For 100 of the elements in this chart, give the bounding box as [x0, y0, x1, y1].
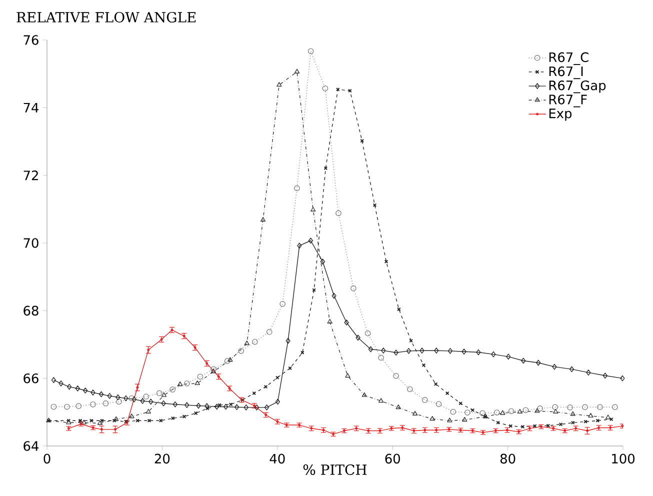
- point: [102, 400, 109, 406]
- point: [238, 348, 244, 354]
- point: [197, 374, 204, 380]
- point: [553, 408, 558, 414]
- point: [224, 404, 228, 410]
- point: [480, 410, 486, 416]
- point: [148, 398, 154, 405]
- point: [266, 329, 272, 335]
- x-tick-label: 80: [500, 454, 516, 464]
- point: [161, 400, 166, 406]
- x-axis-title: % PITCH: [303, 464, 367, 475]
- point: [356, 334, 360, 341]
- point: [204, 403, 210, 410]
- point: [196, 402, 201, 409]
- point: [327, 318, 332, 324]
- point: [534, 408, 540, 413]
- point: [100, 428, 103, 431]
- point: [98, 391, 104, 398]
- point: [322, 85, 328, 92]
- point: [128, 395, 135, 402]
- point: [406, 348, 412, 354]
- point: [184, 402, 190, 408]
- point: [364, 330, 371, 336]
- y-tick-label: 74: [24, 102, 38, 112]
- point: [605, 414, 611, 420]
- point: [140, 398, 145, 404]
- x-tick-label: 20: [154, 454, 170, 464]
- point: [381, 348, 386, 354]
- point: [450, 408, 456, 415]
- point: [194, 380, 200, 386]
- point: [332, 292, 336, 299]
- point: [161, 392, 167, 397]
- point: [146, 408, 151, 414]
- point: [276, 82, 282, 87]
- point: [506, 354, 511, 360]
- point: [170, 416, 175, 420]
- point: [344, 320, 349, 326]
- point: [264, 384, 268, 389]
- point: [114, 416, 119, 421]
- point: [308, 48, 314, 54]
- point: [546, 424, 550, 428]
- point: [156, 390, 162, 396]
- point: [345, 373, 350, 378]
- point: [129, 414, 134, 418]
- chart-title: RELATIVE FLOW ANGLE: [16, 12, 196, 23]
- point: [280, 300, 286, 307]
- point: [378, 354, 384, 361]
- point: [194, 411, 198, 416]
- point: [210, 368, 216, 374]
- point: [422, 397, 428, 403]
- y-tick-label: 64: [24, 441, 38, 451]
- point: [89, 418, 94, 423]
- point: [132, 396, 136, 402]
- point: [67, 384, 72, 390]
- point: [612, 404, 618, 410]
- point: [372, 203, 377, 208]
- point: [445, 391, 450, 396]
- point: [177, 381, 183, 386]
- point: [362, 392, 367, 397]
- point: [116, 394, 120, 400]
- point: [224, 358, 230, 364]
- y-tick-label: 66: [24, 373, 38, 384]
- point: [584, 420, 588, 424]
- point: [184, 380, 190, 386]
- y-tick-label: 76: [24, 35, 38, 45]
- point: [393, 373, 399, 379]
- point: [336, 210, 342, 216]
- point: [422, 363, 426, 368]
- point: [75, 386, 80, 392]
- point: [368, 346, 374, 352]
- point: [464, 410, 470, 416]
- point: [294, 185, 300, 192]
- point: [252, 338, 258, 345]
- point: [588, 412, 594, 418]
- point: [308, 238, 313, 244]
- point: [494, 410, 500, 416]
- point: [90, 401, 96, 408]
- point: [436, 401, 442, 407]
- point: [310, 206, 316, 212]
- point: [447, 418, 452, 422]
- y-tick-label: 70: [24, 238, 38, 248]
- point: [350, 285, 356, 292]
- point: [552, 364, 557, 370]
- point: [294, 68, 300, 74]
- point: [320, 258, 325, 265]
- point: [597, 404, 603, 410]
- x-tick-label: 40: [270, 454, 285, 464]
- x-tick-label: 60: [385, 454, 400, 464]
- point: [172, 401, 178, 408]
- point: [116, 398, 122, 405]
- point: [210, 366, 216, 372]
- point: [297, 242, 302, 249]
- point: [324, 166, 328, 170]
- point: [500, 410, 506, 415]
- point: [567, 404, 573, 410]
- point: [107, 392, 112, 399]
- point: [520, 424, 525, 429]
- point: [521, 358, 526, 364]
- point: [434, 348, 439, 354]
- point: [286, 338, 290, 344]
